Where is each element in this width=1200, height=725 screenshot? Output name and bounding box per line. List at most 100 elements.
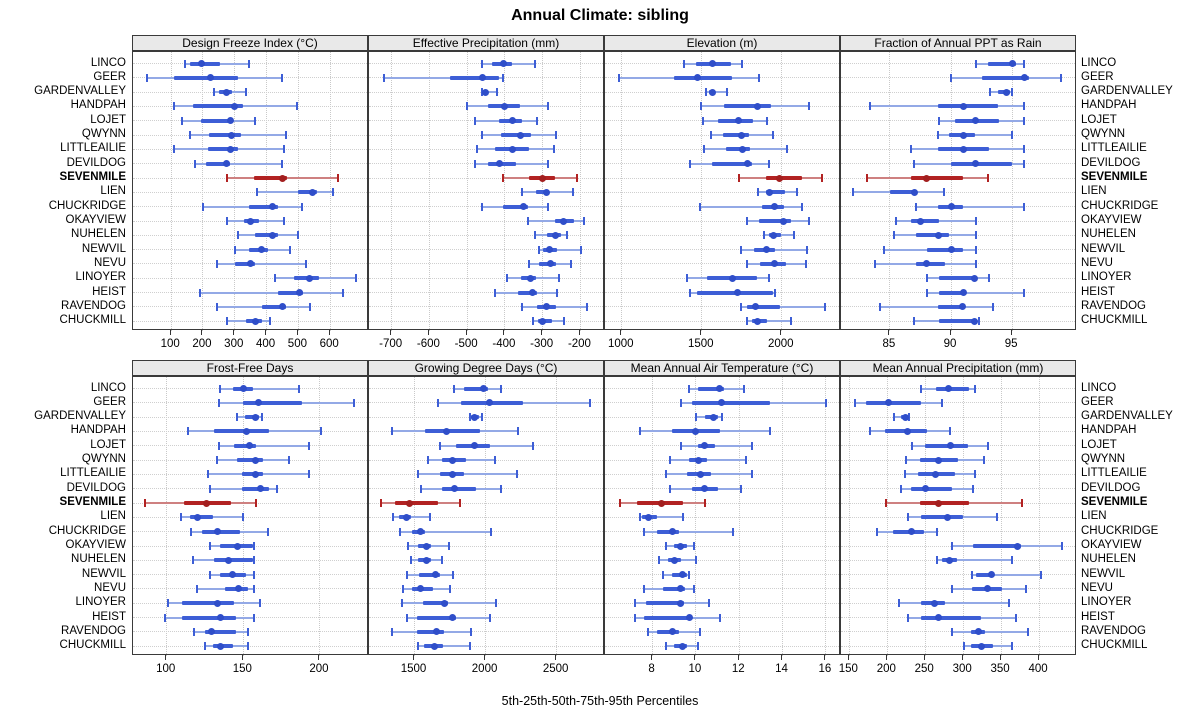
- whisker-cap-low: [683, 59, 686, 68]
- whisker-cap-low: [225, 174, 228, 183]
- median-dot: [716, 385, 724, 392]
- x-tick-mark: [923, 655, 925, 660]
- median-dot: [223, 88, 231, 96]
- v-gridline: [391, 52, 393, 331]
- whisker-cap-high: [254, 116, 257, 125]
- iqr-box: [673, 75, 733, 80]
- x-tick-mark: [390, 330, 392, 335]
- x-tick-mark: [233, 330, 235, 335]
- whisker-cap-low: [398, 527, 401, 536]
- x-tick-label: 250: [914, 663, 934, 675]
- median-dot: [527, 274, 535, 282]
- median-dot: [694, 456, 702, 464]
- median-dot: [517, 131, 525, 139]
- iqr-box: [425, 429, 480, 434]
- iqr-box: [643, 615, 691, 620]
- iqr-box: [919, 501, 970, 506]
- whisker-cap-high: [536, 116, 539, 125]
- panel: [604, 376, 840, 656]
- panel-strip: Elevation (m): [604, 35, 840, 51]
- whisker-cap-high: [1011, 556, 1014, 565]
- whisker-cap-high: [490, 527, 493, 536]
- whisker-cap-high: [983, 456, 986, 465]
- axis-caption: 5th-25th-50th-75th-95th Percentiles: [501, 694, 699, 708]
- x-tick-label: 14: [775, 663, 788, 675]
- whisker-line: [402, 602, 497, 605]
- whisker-cap-low: [409, 556, 412, 565]
- median-dot: [247, 217, 255, 225]
- whisker-cap-high: [681, 513, 684, 522]
- iqr-box: [201, 529, 241, 534]
- v-gridline: [579, 52, 581, 331]
- whisker-cap-high: [481, 413, 484, 422]
- median-dot: [734, 289, 742, 297]
- whisker-cap-high: [331, 188, 334, 197]
- median-dot: [644, 513, 652, 521]
- iqr-box: [691, 400, 770, 405]
- whisker-cap-high: [692, 584, 695, 593]
- x-tick-label: 600: [319, 338, 339, 350]
- whisker-cap-low: [391, 427, 394, 436]
- whisker-cap-high: [1026, 627, 1029, 636]
- median-dot: [226, 145, 234, 153]
- median-dot: [904, 427, 912, 435]
- iqr-box: [182, 601, 235, 606]
- whisker-cap-high: [449, 584, 452, 593]
- iqr-box: [174, 75, 238, 80]
- whisker-cap-high: [703, 499, 706, 508]
- h-gridline: [369, 292, 603, 294]
- whisker-cap-low: [208, 484, 211, 493]
- iqr-box: [910, 486, 952, 491]
- station-label-right: SEVENMILE: [1081, 496, 1148, 509]
- iqr-box: [416, 615, 456, 620]
- whisker-cap-high: [488, 613, 491, 622]
- iqr-box: [758, 219, 792, 224]
- x-tick-label: 400: [1028, 663, 1048, 675]
- panel: [840, 376, 1076, 656]
- whisker-cap-low: [181, 116, 184, 125]
- v-gridline: [202, 52, 204, 331]
- median-dot: [657, 499, 665, 507]
- whisker-cap-high: [281, 159, 284, 168]
- iqr-box: [190, 61, 221, 66]
- station-label-right: OKAYVIEW: [1081, 214, 1142, 227]
- whisker-cap-low: [962, 642, 965, 651]
- station-label-right: NUHELEN: [1081, 228, 1136, 241]
- whisker-cap-high: [768, 274, 770, 283]
- median-dot: [449, 456, 457, 464]
- median-dot: [479, 385, 487, 392]
- median-dot: [679, 642, 687, 650]
- median-dot: [987, 571, 995, 579]
- median-dot: [542, 188, 550, 196]
- whisker-cap-low: [383, 73, 386, 82]
- whisker-cap-low: [937, 116, 940, 125]
- whisker-cap-high: [500, 484, 503, 493]
- whisker-cap-low: [903, 470, 906, 479]
- iqr-box: [910, 219, 939, 224]
- median-dot: [258, 246, 266, 254]
- whisker-cap-high: [308, 302, 311, 311]
- station-label-left: OKAYVIEW: [65, 539, 127, 552]
- panel-strip: Mean Annual Air Temperature (°C): [604, 360, 840, 376]
- x-tick-mark: [781, 655, 783, 660]
- whisker-cap-high: [458, 499, 461, 508]
- station-label-right: HANDPAH: [1081, 99, 1137, 112]
- whisker-cap-low: [473, 116, 476, 125]
- iqr-box: [255, 233, 278, 238]
- whisker-cap-low: [481, 131, 484, 140]
- iqr-box: [298, 190, 318, 195]
- v-gridline: [825, 377, 827, 656]
- median-dot: [972, 117, 979, 125]
- v-gridline: [886, 377, 888, 656]
- whisker-cap-high: [768, 427, 771, 436]
- x-tick-mark: [296, 330, 298, 335]
- median-dot: [432, 571, 440, 579]
- iqr-box: [241, 486, 270, 491]
- whisker-cap-high: [253, 613, 256, 622]
- whisker-cap-high: [785, 145, 788, 154]
- v-gridline: [234, 52, 236, 331]
- iqr-box: [976, 572, 993, 577]
- median-dot: [309, 188, 317, 196]
- whisker-cap-high: [824, 302, 826, 311]
- whisker-cap-high: [991, 302, 994, 311]
